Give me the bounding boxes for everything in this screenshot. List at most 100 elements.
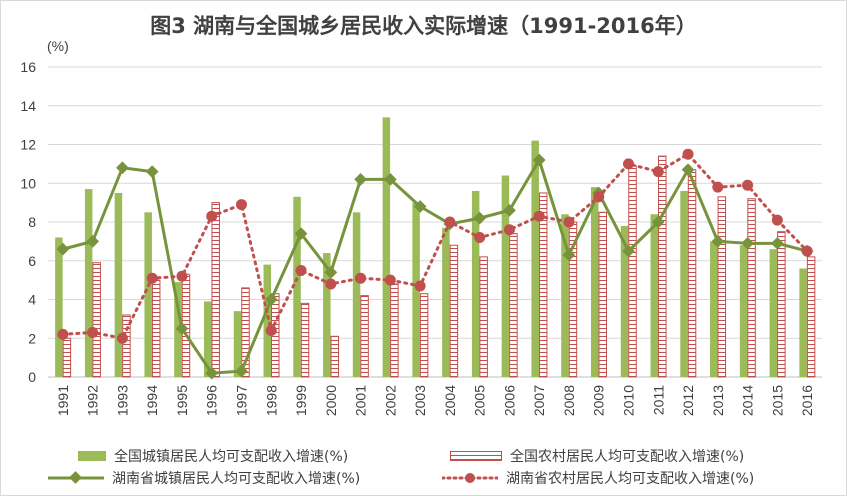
x-tick-label: 1992 <box>85 385 101 416</box>
x-tick-label: 1998 <box>263 385 279 416</box>
bar-rural-national <box>687 169 697 378</box>
bar-urban-national <box>114 192 123 377</box>
bar-urban-national <box>471 191 480 377</box>
point-urban-hunan <box>86 235 100 248</box>
bar-rural-national <box>151 279 161 378</box>
legend-label: 湖南省农村居民人均可支配收入增速(%) <box>506 471 755 487</box>
x-tick-label: 2007 <box>531 385 547 416</box>
x-tick-label: 2012 <box>680 385 696 416</box>
point-rural-hunan <box>176 270 188 282</box>
point-rural-hunan <box>593 191 605 203</box>
point-rural-hunan <box>533 210 545 222</box>
bar-urban-national <box>144 212 152 377</box>
point-rural-hunan <box>325 278 337 290</box>
point-urban-hunan <box>413 200 427 213</box>
bars <box>55 117 816 378</box>
bar-rural-national <box>122 314 131 378</box>
bar-rural-national <box>717 196 727 378</box>
bar-urban-national <box>501 175 510 377</box>
bar-urban-national <box>323 253 331 377</box>
point-urban-hunan <box>503 204 516 217</box>
bar-rural-national <box>62 337 72 378</box>
point-rural-hunan <box>355 272 367 284</box>
y-axis-unit-label: (%) <box>47 38 69 54</box>
legend-label: 湖南省城镇居民人均可支配收入增速(%) <box>112 471 361 487</box>
x-tick-label: 2009 <box>591 385 607 416</box>
bar-urban-national <box>590 187 599 377</box>
legend-label: 全国城镇居民人均可支配收入增速(%) <box>114 449 349 465</box>
bar-urban-national <box>352 212 361 377</box>
point-urban-hunan <box>116 161 129 175</box>
bar-urban-national <box>55 237 63 377</box>
bar-rural-national <box>777 231 786 378</box>
bar-rural-national <box>330 335 340 378</box>
x-tick-label: 2008 <box>561 385 577 416</box>
bar-urban-national <box>769 249 778 377</box>
bar-urban-national <box>382 117 391 377</box>
bar-urban-national <box>203 301 212 377</box>
bar-rural-national <box>241 287 250 378</box>
legend-item-urban-national: 全国城镇居民人均可支配收入增速(%) <box>78 446 348 466</box>
bar-rural-national <box>509 233 518 378</box>
y-tick-label: 12 <box>20 137 36 153</box>
y-tick-label: 14 <box>20 98 36 114</box>
x-tick-label: 2006 <box>501 385 517 416</box>
x-tick-label: 1994 <box>144 385 160 416</box>
bar-urban-national <box>710 241 718 377</box>
x-tick-label: 1999 <box>293 385 309 416</box>
x-tick-label: 1996 <box>204 385 220 416</box>
legend-swatch-hatched-bar <box>450 451 502 461</box>
point-rural-hunan <box>563 216 575 228</box>
line-rural-hunan <box>61 152 809 340</box>
x-tick-label: 2016 <box>799 385 815 416</box>
point-urban-hunan <box>383 173 397 186</box>
point-rural-hunan <box>444 216 456 228</box>
point-rural-hunan <box>295 264 307 276</box>
point-urban-hunan <box>354 173 367 186</box>
bar-urban-national <box>263 264 272 377</box>
y-tick-label: 2 <box>28 330 36 346</box>
point-rural-hunan <box>146 272 158 284</box>
x-tick-label: 1997 <box>234 385 250 416</box>
point-rural-hunan <box>742 179 754 191</box>
bar-rural-national <box>449 244 459 378</box>
bar-rural-national <box>628 165 637 378</box>
point-rural-hunan <box>116 332 128 344</box>
x-tick-label: 1993 <box>114 385 130 416</box>
point-rural-hunan <box>474 232 486 243</box>
bar-urban-national <box>412 202 420 377</box>
legend-item-rural-hunan: 湖南省农村居民人均可支配收入增速(%) <box>442 468 754 488</box>
y-tick-label: 10 <box>20 175 36 191</box>
y-tick-label: 8 <box>28 214 36 230</box>
legend-swatch-dotted-line <box>442 471 498 485</box>
point-rural-hunan <box>712 181 724 193</box>
point-rural-hunan <box>236 199 247 211</box>
bar-urban-national <box>739 245 748 377</box>
point-urban-hunan <box>145 165 159 178</box>
point-rural-hunan <box>384 274 396 286</box>
x-tick-label: 2010 <box>621 385 637 416</box>
x-tick-label: 2014 <box>740 385 756 416</box>
chart-title: 图3 湖南与全国城乡居民收入实际增速（1991-2016年） <box>150 14 697 38</box>
x-tick-label: 1991 <box>55 385 71 416</box>
legend-item-urban-hunan: 湖南省城镇居民人均可支配收入增速(%) <box>48 468 360 488</box>
bar-rural-national <box>658 155 667 378</box>
point-rural-hunan <box>652 166 664 178</box>
bar-rural-national <box>479 256 488 378</box>
x-tick-label: 2000 <box>323 385 339 416</box>
y-tick-label: 4 <box>28 292 36 308</box>
bar-urban-national <box>561 214 569 377</box>
x-tick-label: 2001 <box>353 385 369 416</box>
bar-urban-national <box>233 311 242 377</box>
point-urban-hunan <box>175 322 189 335</box>
bar-rural-national <box>92 262 101 378</box>
bar-urban-national <box>680 191 688 377</box>
y-tick-labels: 0 2 4 6 8 10 12 14 16 <box>20 59 36 385</box>
point-urban-hunan <box>56 242 70 256</box>
point-urban-hunan <box>473 211 487 225</box>
point-rural-hunan <box>503 224 515 236</box>
x-tick-label: 2011 <box>650 385 666 415</box>
bar-rural-national <box>747 198 756 378</box>
bar-urban-national <box>531 140 539 377</box>
